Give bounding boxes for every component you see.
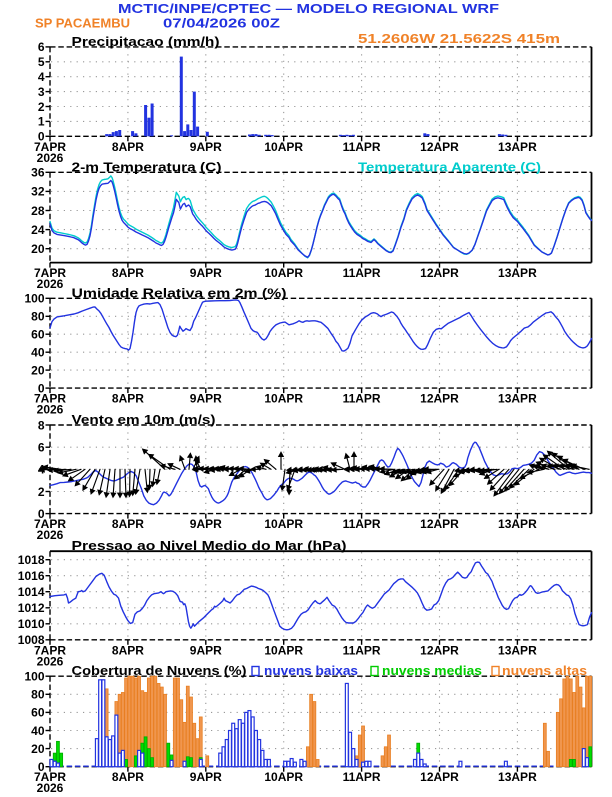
svg-text:2026: 2026 — [37, 781, 64, 792]
svg-text:1012: 1012 — [18, 601, 45, 615]
svg-text:3: 3 — [38, 85, 45, 99]
svg-text:12APR: 12APR — [420, 140, 459, 154]
svg-text:MCTIC/INPE/CPTEC — MODELO REGI: MCTIC/INPE/CPTEC — MODELO REGIONAL WRF — [118, 1, 499, 16]
svg-text:Umidade Relativa em 2m (%): Umidade Relativa em 2m (%) — [72, 287, 287, 301]
svg-text:6: 6 — [38, 441, 45, 455]
svg-text:28: 28 — [31, 204, 45, 218]
svg-text:10APR: 10APR — [264, 517, 303, 531]
svg-text:2026: 2026 — [37, 403, 64, 417]
svg-text:51.2606W 21.5622S 415m: 51.2606W 21.5622S 415m — [358, 31, 560, 46]
svg-text:32: 32 — [31, 185, 45, 199]
svg-text:11APR: 11APR — [343, 266, 381, 280]
svg-text:5: 5 — [38, 55, 45, 69]
svg-text:7APR: 7APR — [34, 140, 66, 154]
svg-text:20: 20 — [31, 742, 45, 756]
svg-text:2026: 2026 — [37, 654, 64, 668]
svg-text:7APR: 7APR — [34, 266, 66, 280]
svg-text:100: 100 — [24, 670, 44, 684]
svg-text:Cobertura de Nuvens (%): Cobertura de Nuvens (%) — [72, 664, 247, 678]
svg-text:0: 0 — [38, 381, 45, 395]
svg-text:9APR: 9APR — [190, 643, 222, 657]
svg-text:8APR: 8APR — [112, 643, 144, 657]
svg-text:11APR: 11APR — [343, 517, 381, 531]
svg-text:1010: 1010 — [18, 617, 45, 631]
svg-text:80: 80 — [31, 688, 45, 702]
svg-text:40: 40 — [31, 724, 45, 738]
svg-text:9APR: 9APR — [190, 770, 222, 784]
svg-text:13APR: 13APR — [498, 517, 537, 531]
svg-text:0: 0 — [38, 507, 45, 521]
svg-text:13APR: 13APR — [498, 770, 537, 784]
svg-text:20: 20 — [31, 363, 45, 377]
svg-text:24: 24 — [31, 223, 45, 237]
svg-text:1018: 1018 — [18, 553, 45, 567]
svg-text:1014: 1014 — [18, 585, 45, 599]
svg-text:13APR: 13APR — [498, 266, 537, 280]
svg-text:2: 2 — [38, 485, 45, 499]
svg-text:7APR: 7APR — [34, 517, 66, 531]
svg-text:0: 0 — [38, 130, 45, 144]
svg-text:12APR: 12APR — [420, 770, 459, 784]
svg-text:9APR: 9APR — [190, 392, 222, 406]
svg-text:10APR: 10APR — [264, 643, 303, 657]
svg-text:6: 6 — [38, 40, 45, 54]
svg-text:2-m Temperatura (C): 2-m Temperatura (C) — [72, 161, 222, 175]
svg-text:4: 4 — [38, 70, 45, 84]
svg-text:2026: 2026 — [37, 151, 64, 165]
svg-text:1: 1 — [38, 115, 45, 129]
svg-text:8APR: 8APR — [112, 392, 144, 406]
svg-text:12APR: 12APR — [420, 643, 459, 657]
svg-text:7APR: 7APR — [34, 770, 66, 784]
svg-text:10APR: 10APR — [264, 266, 303, 280]
svg-text:100: 100 — [24, 292, 44, 306]
svg-text:60: 60 — [31, 328, 45, 342]
svg-text:7APR: 7APR — [34, 392, 66, 406]
svg-text:20: 20 — [31, 242, 45, 256]
svg-text:1016: 1016 — [18, 569, 45, 583]
svg-text:SP PACAEMBU: SP PACAEMBU — [35, 16, 130, 31]
svg-text:13APR: 13APR — [498, 643, 537, 657]
svg-text:Pressao ao Nivel Medio do Mar: Pressao ao Nivel Medio do Mar (hPa) — [72, 539, 347, 553]
svg-text:80: 80 — [31, 310, 45, 324]
svg-text:8: 8 — [38, 418, 45, 432]
svg-text:8APR: 8APR — [112, 770, 144, 784]
svg-text:2: 2 — [38, 100, 45, 114]
svg-text:36: 36 — [31, 166, 45, 180]
svg-text:2026: 2026 — [37, 528, 64, 542]
svg-text:nuvens medias: nuvens medias — [382, 664, 482, 678]
svg-text:11APR: 11APR — [343, 770, 381, 784]
svg-text:nuvens baixas: nuvens baixas — [264, 664, 358, 678]
svg-text:Temperatura Aparente (C): Temperatura Aparente (C) — [358, 161, 541, 175]
svg-text:07/04/2026 00Z: 07/04/2026 00Z — [163, 16, 280, 31]
svg-text:11APR: 11APR — [343, 643, 381, 657]
svg-text:0: 0 — [38, 760, 45, 774]
svg-text:7APR: 7APR — [34, 643, 66, 657]
svg-text:8APR: 8APR — [112, 140, 144, 154]
svg-text:9APR: 9APR — [190, 140, 222, 154]
svg-text:1008: 1008 — [18, 633, 45, 647]
svg-text:nuvens altas: nuvens altas — [502, 664, 587, 678]
svg-text:11APR: 11APR — [343, 392, 381, 406]
svg-text:12APR: 12APR — [420, 517, 459, 531]
svg-text:13APR: 13APR — [498, 392, 537, 406]
svg-text:10APR: 10APR — [264, 140, 303, 154]
svg-text:9APR: 9APR — [190, 517, 222, 531]
svg-text:2026: 2026 — [37, 277, 64, 291]
svg-text:60: 60 — [31, 706, 45, 720]
svg-text:Precipitacao (mm/h): Precipitacao (mm/h) — [72, 35, 220, 49]
svg-text:40: 40 — [31, 346, 45, 360]
svg-text:10APR: 10APR — [264, 392, 303, 406]
svg-text:8APR: 8APR — [112, 266, 144, 280]
svg-text:Vento em 10m (m/s): Vento em 10m (m/s) — [72, 413, 216, 427]
svg-text:12APR: 12APR — [420, 392, 459, 406]
svg-text:8APR: 8APR — [112, 517, 144, 531]
svg-text:10APR: 10APR — [264, 770, 303, 784]
svg-text:9APR: 9APR — [190, 266, 222, 280]
svg-text:12APR: 12APR — [420, 266, 459, 280]
svg-text:13APR: 13APR — [498, 140, 537, 154]
svg-text:11APR: 11APR — [343, 140, 381, 154]
